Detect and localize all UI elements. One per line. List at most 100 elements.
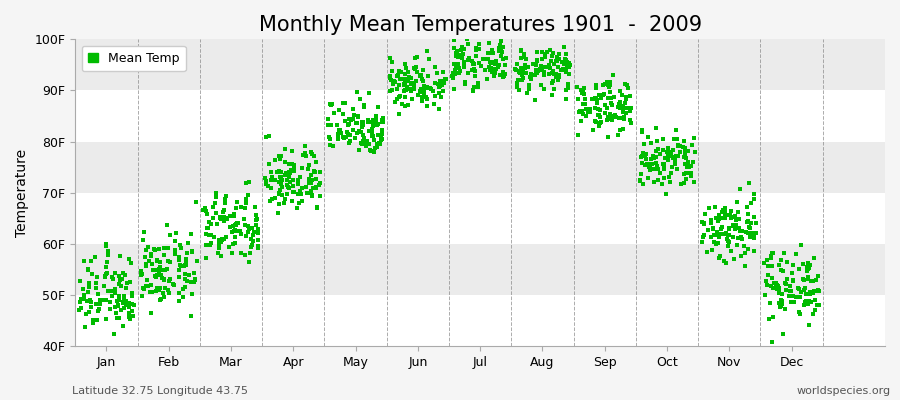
Point [611,132,625,138]
Point [184,313,199,319]
Point [227,212,241,219]
Point [549,73,563,80]
Point [551,77,565,83]
Point [413,88,428,94]
Point [731,209,745,215]
Point [719,260,733,266]
Point [783,288,797,294]
Point [212,242,227,249]
Point [765,250,779,256]
Point [721,212,735,219]
Point [196,207,211,213]
Point [388,99,402,105]
Point [458,79,473,85]
Point [290,204,304,211]
Point [728,214,742,220]
Point [274,184,289,190]
Point [747,234,761,241]
Point [206,234,220,240]
Point [778,306,792,312]
Point [214,236,229,242]
Point [659,190,673,197]
Point [651,146,665,153]
Point [741,230,755,237]
Point [434,94,448,100]
Point [457,80,472,87]
Point [185,249,200,256]
Point [121,300,135,306]
Point [409,66,423,72]
Point [343,138,357,144]
Point [711,216,725,222]
Point [356,122,371,129]
Point [410,69,424,75]
Point [387,78,401,84]
Point [119,285,133,291]
Point [341,130,356,137]
Point [706,238,721,245]
Point [451,30,465,36]
Point [364,119,379,125]
Point [272,190,286,197]
Point [765,339,779,345]
Point [184,248,199,254]
Point [186,270,201,276]
Point [309,185,323,192]
Point [589,82,603,89]
Point [258,178,273,184]
Point [773,303,788,310]
Point [727,255,742,262]
Point [375,131,390,138]
Point [719,230,733,236]
Point [513,76,527,83]
Point [642,161,656,168]
Point [294,198,309,204]
Point [383,77,398,83]
Point [515,72,529,78]
Point [647,178,662,185]
Point [774,267,788,273]
Point [677,153,691,160]
Point [466,60,481,67]
Point [494,52,508,59]
Point [356,124,370,130]
Point [531,68,545,74]
Point [418,85,433,91]
Point [688,149,702,155]
Point [403,80,418,86]
Point [323,100,338,107]
Point [635,160,650,166]
Point [511,87,526,93]
Point [616,126,631,132]
Point [695,239,709,245]
Point [310,205,324,211]
Point [603,82,617,89]
Point [188,277,202,283]
Point [600,82,615,88]
Point [545,78,560,84]
Point [535,56,549,63]
Point [723,212,737,218]
Point [537,86,552,92]
Point [83,297,97,303]
Point [761,263,776,270]
Point [84,299,98,306]
Point [481,50,495,56]
Point [589,118,603,125]
Point [486,50,500,56]
Point [604,115,618,122]
Point [656,136,670,142]
Point [734,236,749,242]
Point [718,211,733,217]
Point [491,48,506,54]
Point [666,155,680,162]
Point [663,152,678,158]
Point [620,82,634,88]
Point [446,37,461,44]
Point [404,80,419,87]
Point [356,138,371,144]
Point [742,224,756,230]
Point [640,161,654,167]
Point [805,278,819,284]
Point [99,264,113,270]
